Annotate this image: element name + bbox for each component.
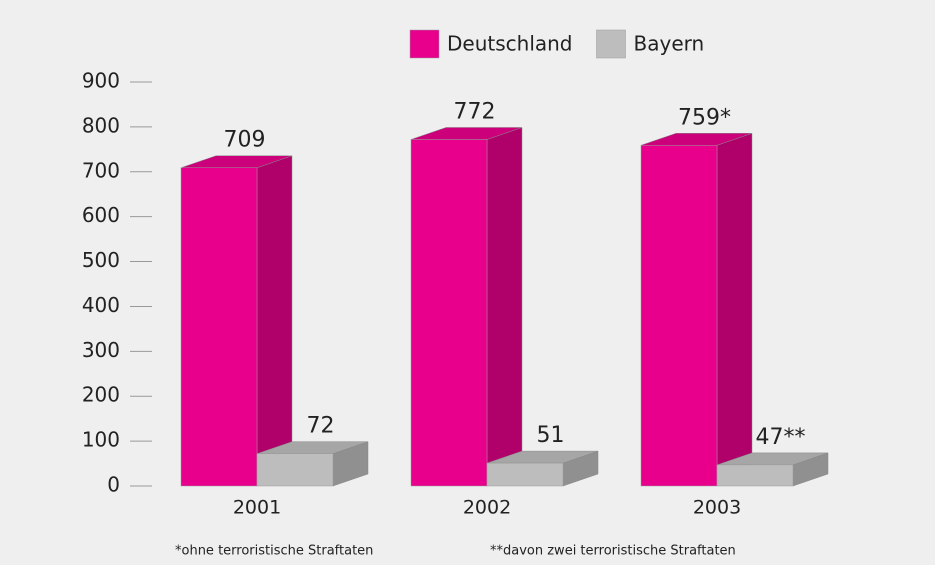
y-tick-label: 300 (82, 338, 120, 362)
bar (410, 139, 488, 487)
bar-side (716, 132, 753, 487)
footnote: *ohne terroristische Straftaten (175, 544, 373, 559)
y-tick-label: 200 (82, 383, 120, 407)
legend-label: Bayern (634, 32, 705, 56)
legend-swatch (596, 29, 626, 59)
y-tick-label: 800 (82, 113, 120, 137)
y-tick-label: 400 (82, 293, 120, 317)
bar-side (486, 127, 523, 487)
y-tick-label: 700 (82, 158, 120, 182)
value-label: 72 (307, 414, 335, 439)
bar (256, 453, 334, 487)
y-tick-label: 100 (82, 428, 120, 452)
y-tick-label: 600 (82, 203, 120, 227)
bar-side (256, 155, 293, 487)
value-label: 759* (678, 105, 731, 130)
bar (180, 167, 258, 487)
legend-label: Deutschland (447, 32, 573, 56)
value-label: 709 (224, 128, 266, 153)
value-label: 47** (756, 425, 806, 450)
footnote: **davon zwei terroristische Straftaten (490, 544, 736, 559)
bar (640, 145, 718, 487)
bar (716, 464, 794, 487)
x-tick-label: 2001 (233, 497, 281, 519)
y-tick-label: 900 (82, 69, 120, 93)
value-label: 772 (454, 99, 496, 124)
x-tick-label: 2003 (693, 497, 741, 519)
bar (486, 462, 564, 487)
x-tick-label: 2002 (463, 497, 511, 519)
y-tick-label: 0 (107, 473, 120, 497)
value-label: 51 (537, 423, 565, 448)
y-tick-label: 500 (82, 248, 120, 272)
legend-swatch (409, 29, 440, 59)
